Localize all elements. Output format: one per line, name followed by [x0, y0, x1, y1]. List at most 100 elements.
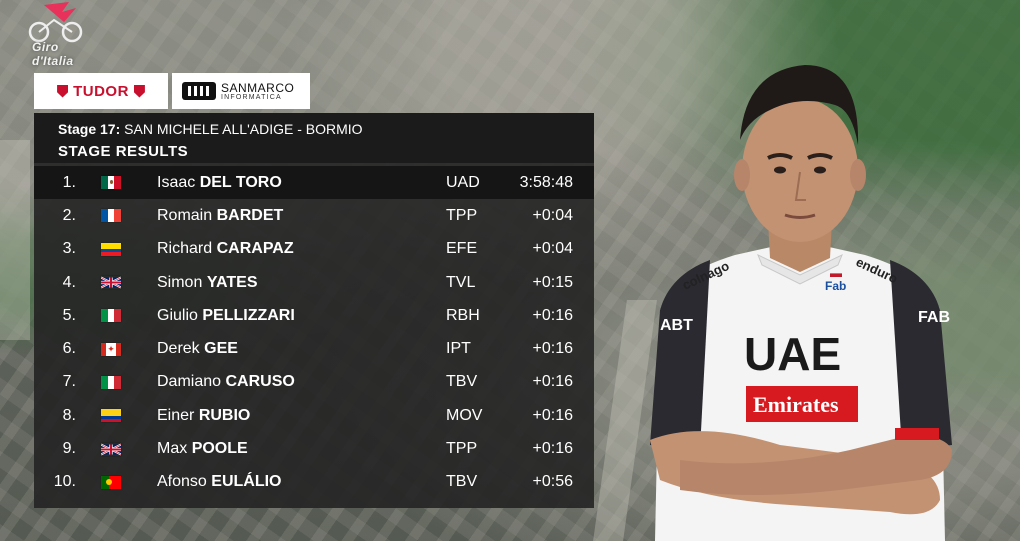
emirates-banner	[746, 386, 858, 422]
sponsor-sanmarco-subtitle: INFORMATICA	[221, 93, 282, 101]
result-row: 2. Romain BARDET TPP +0:04	[34, 199, 594, 232]
rider-last-name: CARAPAZ	[216, 240, 294, 258]
rider-last-name: CARUSO	[225, 373, 295, 391]
italy-flag-icon	[101, 309, 121, 323]
rider-portrait: ▬ colnago enduro Fab ABT FAB UAE Emirate…	[650, 65, 952, 541]
rider-first-name: Isaac	[157, 173, 196, 191]
stage-line: Stage 17: SAN MICHELE ALL'ADIGE - BORMIO	[58, 113, 594, 137]
rider-name: Einer RUBIO	[157, 407, 250, 425]
rider-last-name: BARDET	[216, 206, 284, 224]
jersey-sleeve-right: FAB	[918, 309, 950, 326]
sponsor-sanmarco-label: SANMARCO	[221, 80, 295, 95]
rider-first-name: Derek	[157, 340, 200, 358]
race-logo: Giro d'Italia	[14, 0, 94, 68]
result-row: 8. Einer RUBIO MOV +0:16	[34, 399, 594, 432]
finish-time: +0:16	[532, 373, 573, 391]
rank: 8.	[62, 406, 76, 424]
sponsor-tudor-label: TUDOR	[73, 82, 129, 100]
rank: 9.	[62, 440, 76, 458]
rider-name: Romain BARDET	[157, 207, 283, 225]
rank: 10.	[53, 473, 76, 491]
rider-name: Isaac DEL TORO	[157, 174, 282, 192]
rider-first-name: Damiano	[157, 373, 222, 391]
results-list: 1. Isaac DEL TORO UAD 3:58:48 2. Romain BARDE…	[34, 163, 594, 499]
team-code: RBH	[446, 306, 480, 324]
rider-name: Damiano CARUSO	[157, 373, 295, 391]
rider-name: Giulio PELLIZZARI	[157, 307, 295, 325]
rank: 3.	[62, 240, 76, 258]
sanmarco-logo-icon	[182, 82, 216, 100]
stage-results-panel: Stage 17: SAN MICHELE ALL'ADIGE - BORMIO…	[34, 113, 594, 508]
rank: 1.	[62, 173, 76, 191]
finish-time: +0:16	[532, 406, 573, 424]
france-flag-icon	[101, 209, 121, 223]
rider-last-name: DEL TORO	[199, 173, 282, 191]
result-row: 9. Max POOLE TPP +0:16	[34, 432, 594, 465]
result-row: 1. Isaac DEL TORO UAD 3:58:48	[34, 166, 594, 200]
result-row: 3. Richard CARAPAZ EFE +0:04	[34, 233, 594, 266]
result-row: 6. ✦ Derek GEE IPT +0:16	[34, 332, 594, 365]
result-row: 7. Damiano CARUSO TBV +0:16	[34, 366, 594, 399]
panel-title: STAGE RESULTS	[58, 143, 189, 160]
uk-flag-icon	[101, 443, 121, 456]
sponsor-tudor: TUDOR	[34, 73, 168, 109]
team-code: TBV	[446, 373, 478, 391]
sponsor-sanmarco: SANMARCO INFORMATICA	[172, 73, 310, 109]
rider-last-name: YATES	[206, 273, 258, 291]
team-code: TVL	[446, 273, 476, 291]
finish-time: +0:56	[532, 473, 573, 491]
team-code: TBV	[446, 473, 478, 491]
result-row: 4. Simon YATES TVL +0:15	[34, 266, 594, 299]
ecuador-flag-icon	[101, 242, 121, 256]
rider-first-name: Romain	[157, 206, 213, 224]
shield-icon	[133, 84, 145, 98]
team-code: EFE	[446, 240, 478, 258]
result-row: 10. Afonso EULÁLIO TBV +0:56	[34, 466, 594, 499]
mexico-flag-icon	[101, 176, 121, 190]
rider-name: Afonso EULÁLIO	[157, 473, 281, 491]
jersey-sponsor-text: Emirates	[753, 392, 839, 417]
rank: 7.	[62, 373, 76, 391]
jersey-main-text: UAE	[744, 328, 841, 380]
team-code: MOV	[446, 406, 483, 424]
finish-time: +0:16	[532, 440, 573, 458]
finish-time: +0:16	[532, 340, 573, 358]
stage-route: SAN MICHELE ALL'ADIGE - BORMIO	[124, 121, 363, 137]
rider-first-name: Giulio	[157, 306, 198, 324]
uk-flag-icon	[101, 276, 121, 289]
team-code: TPP	[446, 206, 478, 224]
team-code: TPP	[446, 440, 478, 458]
rider-last-name: PELLIZZARI	[202, 306, 295, 324]
rider-first-name: Simon	[157, 273, 203, 291]
finish-time: +0:16	[532, 306, 573, 324]
rider-name: Simon YATES	[157, 274, 258, 292]
portugal-flag-icon	[101, 475, 121, 489]
finish-time: 3:58:48	[519, 173, 573, 191]
hair	[740, 65, 859, 145]
italy-flag-icon	[101, 375, 121, 389]
rider-last-name: RUBIO	[198, 406, 251, 424]
rider-name: Max POOLE	[157, 440, 248, 458]
team-code: IPT	[446, 340, 471, 358]
colombia-flag-icon	[101, 409, 121, 423]
finish-time: +0:04	[532, 206, 573, 224]
race-logo-text: Giro d'Italia	[32, 40, 74, 68]
finish-time: +0:04	[532, 240, 573, 258]
rank: 6.	[62, 340, 76, 358]
canada-flag-icon: ✦	[101, 342, 121, 356]
rider-last-name: POOLE	[191, 440, 248, 458]
finish-time: +0:15	[532, 273, 573, 291]
panel-header: Stage 17: SAN MICHELE ALL'ADIGE - BORMIO…	[34, 113, 594, 163]
rider-first-name: Afonso	[157, 473, 207, 491]
right-cuff	[895, 428, 939, 440]
stage-number: Stage 17:	[58, 121, 121, 137]
shield-icon	[57, 84, 69, 98]
rank: 5.	[62, 306, 76, 324]
rider-first-name: Einer	[157, 406, 195, 424]
rider-name: Richard CARAPAZ	[157, 240, 294, 258]
jersey-chest-right: Fab	[825, 279, 846, 293]
rank: 2.	[62, 206, 76, 224]
left-sleeve	[650, 260, 710, 450]
rider-last-name: GEE	[204, 340, 238, 358]
result-row: 5. Giulio PELLIZZARI RBH +0:16	[34, 299, 594, 332]
